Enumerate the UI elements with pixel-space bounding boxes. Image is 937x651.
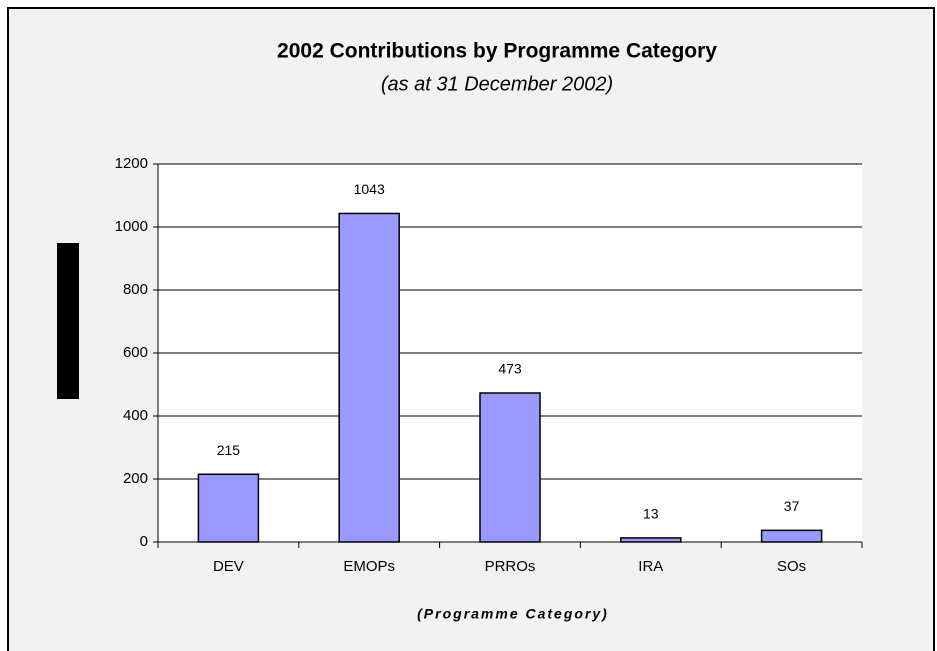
bar bbox=[338, 212, 400, 543]
data-label: 1043 bbox=[354, 181, 385, 197]
data-label: 215 bbox=[217, 442, 241, 458]
x-tick-label: EMOPs bbox=[343, 558, 395, 575]
x-tick-label: SOs bbox=[777, 558, 806, 575]
y-tick-label: 1200 bbox=[115, 155, 148, 172]
x-axis-label: (Programme Category) bbox=[417, 606, 609, 622]
y-tick-label: 600 bbox=[123, 344, 148, 361]
chart-title: 2002 Contributions by Programme Category bbox=[277, 40, 717, 63]
bar bbox=[760, 529, 823, 543]
data-label: 473 bbox=[498, 361, 522, 377]
x-tick-label: IRA bbox=[638, 558, 663, 575]
chart-subtitle: (as at 31 December 2002) bbox=[381, 73, 613, 95]
bar bbox=[479, 392, 541, 543]
redacted-axis-label bbox=[57, 243, 79, 399]
x-tick-label: PRROs bbox=[485, 558, 536, 575]
bar bbox=[197, 473, 260, 543]
x-tick-label: DEV bbox=[213, 558, 244, 575]
y-tick-label: 400 bbox=[123, 407, 148, 424]
y-tick-label: 800 bbox=[123, 281, 148, 298]
y-tick-label: 0 bbox=[140, 533, 148, 550]
y-tick-label: 200 bbox=[123, 470, 148, 487]
bar bbox=[620, 537, 682, 543]
data-label: 37 bbox=[784, 498, 800, 514]
y-tick-label: 1000 bbox=[115, 218, 148, 235]
data-label: 13 bbox=[643, 506, 659, 522]
